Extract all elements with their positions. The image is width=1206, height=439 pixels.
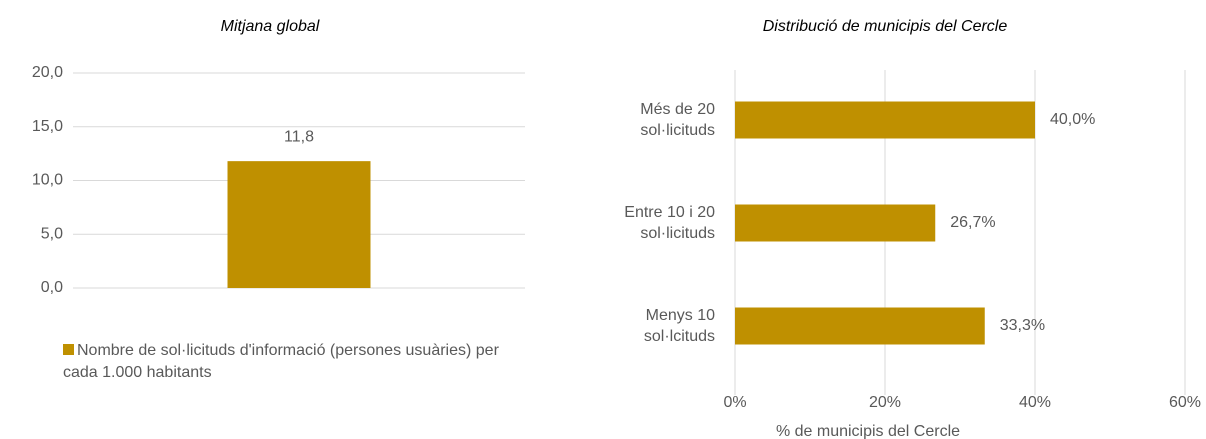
x-tick-label: 20% xyxy=(869,394,901,411)
data-label: 33,3% xyxy=(1000,317,1045,334)
y-tick-label: 0,0 xyxy=(41,279,63,296)
bar xyxy=(227,161,371,288)
y-tick-label: Entre 10 i 20 sol·licituds xyxy=(624,204,715,242)
y-tick-label: 15,0 xyxy=(32,118,63,135)
y-tick-label: Menys 10 sol·lcituds xyxy=(643,307,715,345)
bar xyxy=(735,204,936,242)
y-tick-label: 10,0 xyxy=(32,172,63,189)
legend: Nombre de sol·licituds d'informació (per… xyxy=(63,340,533,384)
y-tick-label: 5,0 xyxy=(41,225,63,242)
x-tick-label: 0% xyxy=(723,394,746,411)
legend-swatch xyxy=(63,344,74,355)
y-tick-label: 20,0 xyxy=(32,64,63,81)
data-label: 40,0% xyxy=(1050,111,1095,128)
y-tick-label: Més de 20 sol·licituds xyxy=(640,101,715,139)
bar xyxy=(735,101,1035,139)
x-tick-label: 40% xyxy=(1019,394,1051,411)
chart-title: Distribució de municipis del Cercle xyxy=(763,18,1008,35)
bar xyxy=(735,307,985,345)
data-label: 11,8 xyxy=(284,128,314,145)
chart-title: Mitjana global xyxy=(221,18,320,35)
data-label: 26,7% xyxy=(950,214,995,231)
x-axis-label: % de municipis del Cercle xyxy=(776,423,960,439)
legend-label: Nombre de sol·licituds d'informació (per… xyxy=(63,342,499,381)
x-tick-label: 60% xyxy=(1169,394,1201,411)
